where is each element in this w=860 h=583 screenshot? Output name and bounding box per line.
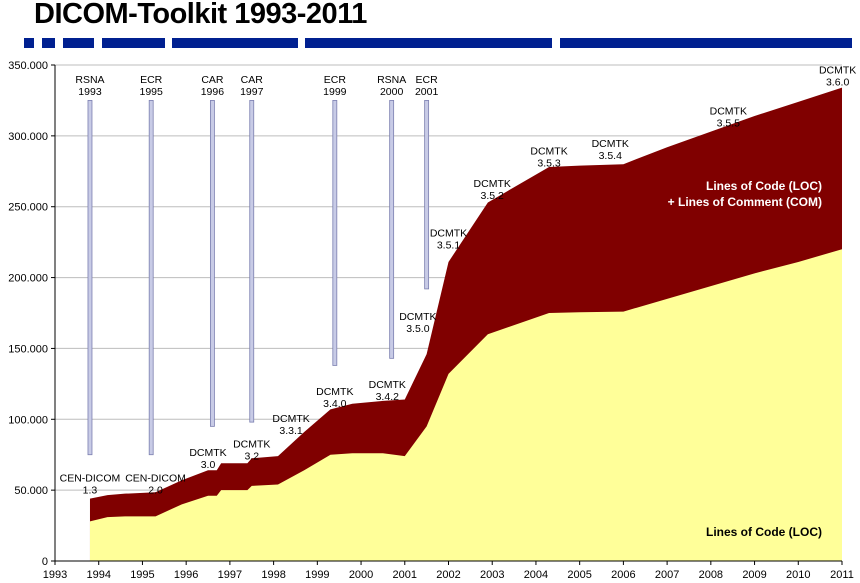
y-tick-label: 50.000	[14, 485, 48, 497]
title-decoration-bar	[24, 38, 852, 48]
decoration-segment	[305, 38, 552, 48]
event-marker-bar	[249, 100, 255, 423]
event-label: 1997	[240, 86, 264, 98]
release-label: DCMTK	[819, 65, 856, 77]
decoration-segment	[560, 38, 852, 48]
x-tick-label: 2009	[742, 569, 766, 581]
series-label-loc: Lines of Code (LOC)	[706, 525, 822, 539]
event-label: RSNA	[75, 74, 104, 86]
series-label-loc-com: + Lines of Comment (COM)	[668, 195, 822, 209]
x-tick-label: 2006	[611, 569, 635, 581]
decoration-segment	[24, 38, 34, 48]
series-area-loc	[89, 249, 842, 561]
x-tick-label: 1999	[305, 569, 329, 581]
release-label: DCMTK	[316, 386, 353, 398]
release-label: 3.5.1	[437, 239, 461, 251]
release-label: 2.0	[148, 485, 163, 497]
event-label: ECR	[324, 74, 347, 86]
release-label: DCMTK	[710, 106, 747, 118]
decoration-segment	[63, 38, 94, 48]
area-series	[89, 87, 842, 561]
x-tick-label: 1997	[218, 569, 242, 581]
axes: 0 50.000 100.000 150.000 200.000 250.000 300.0…	[8, 60, 854, 581]
event-marker-bar	[424, 100, 430, 290]
release-label: 3.5.0	[406, 323, 430, 335]
release-label: 3.4.2	[376, 391, 400, 403]
x-tick-label: 1994	[86, 569, 110, 581]
x-tick-label: 2000	[349, 569, 373, 581]
x-tick-label: 2011	[830, 569, 854, 581]
release-label: 3.2	[244, 451, 259, 463]
release-label: DCMTK	[430, 227, 467, 239]
event-label: 1993	[78, 86, 102, 98]
event-marker-bar	[209, 100, 215, 427]
x-tick-label: 1995	[130, 569, 154, 581]
series-labels: Lines of Code (LOC) + Lines of Comment (C…	[668, 179, 822, 539]
release-label: DCMTK	[189, 447, 226, 459]
y-tick-label: 300.000	[8, 131, 48, 143]
x-tick-label: 1996	[174, 569, 198, 581]
x-tick-label: 2010	[786, 569, 810, 581]
event-label: 2000	[380, 86, 404, 98]
y-tick-label: 150.000	[8, 343, 48, 355]
release-label: 3.5.5	[717, 118, 741, 130]
release-labels: CEN-DICOM1.3CEN-DICOM2.0DCMTK3.0DCMTK3.2…	[60, 65, 857, 497]
series-label-loc-com: Lines of Code (LOC)	[706, 179, 822, 193]
y-tick-label: 0	[42, 556, 48, 568]
y-tick-label: 250.000	[8, 202, 48, 214]
release-label: 3.0	[201, 459, 216, 471]
y-tick-label: 200.000	[8, 273, 48, 285]
release-label: CEN-DICOM	[60, 473, 121, 485]
x-tick-label: 1993	[43, 569, 67, 581]
event-label: 2001	[415, 86, 439, 98]
release-label: DCMTK	[592, 138, 629, 150]
release-label: DCMTK	[369, 379, 406, 391]
event-label: ECR	[140, 74, 163, 86]
x-tick-label: 2004	[524, 569, 548, 581]
release-label: DCMTK	[530, 145, 567, 157]
decoration-segment	[42, 38, 55, 48]
event-label: 1999	[323, 86, 347, 98]
x-tick-label: 2001	[393, 569, 417, 581]
event-label: 1996	[201, 86, 225, 98]
x-tick-label: 2008	[699, 569, 723, 581]
event-marker-bar	[332, 100, 338, 366]
release-label: 3.4.0	[323, 398, 347, 410]
chart-title: DICOM-Toolkit 1993-2011	[34, 0, 367, 30]
release-label: 3.3.1	[279, 425, 303, 437]
release-label: 3.5.4	[599, 150, 623, 162]
release-label: DCMTK	[272, 413, 309, 425]
event-label: CAR	[241, 74, 264, 86]
release-label: 3.5.2	[481, 190, 505, 202]
release-label: DCMTK	[233, 439, 270, 451]
release-label: CEN-DICOM	[125, 473, 186, 485]
y-tick-label: 350.000	[8, 60, 48, 72]
event-label: 1995	[140, 86, 164, 98]
event-marker-bar	[148, 100, 154, 456]
x-tick-label: 2003	[480, 569, 504, 581]
decoration-segment	[172, 38, 298, 48]
event-label: CAR	[201, 74, 224, 86]
decoration-segment	[102, 38, 165, 48]
release-label: 1.3	[83, 485, 98, 497]
event-label: ECR	[416, 74, 439, 86]
event-marker-bar	[87, 100, 93, 456]
x-tick-label: 2007	[655, 569, 679, 581]
release-label: 3.6.0	[826, 77, 850, 89]
x-tick-label: 1998	[261, 569, 285, 581]
y-tick-label: 100.000	[8, 414, 48, 426]
event-label: RSNA	[377, 74, 406, 86]
x-tick-label: 2005	[567, 569, 591, 581]
release-label: DCMTK	[474, 178, 511, 190]
event-marker-bar	[389, 100, 395, 359]
release-label: 3.5.3	[537, 157, 561, 169]
x-tick-label: 2002	[436, 569, 460, 581]
event-markers: RSNA1993ECR1995CAR1996CAR1997ECR1999RSNA…	[75, 74, 439, 456]
release-label: DCMTK	[399, 311, 436, 323]
